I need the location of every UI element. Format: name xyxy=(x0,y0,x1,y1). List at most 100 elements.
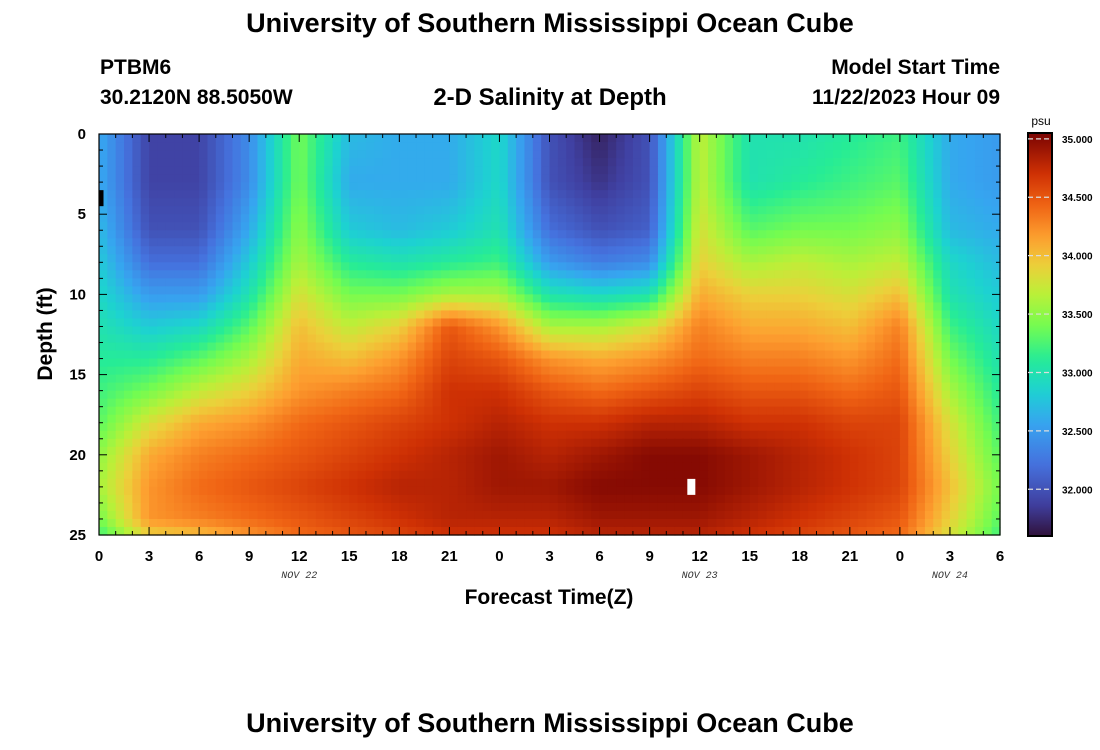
heatmap-cell xyxy=(833,390,843,400)
heatmap-cell xyxy=(541,454,551,464)
heatmap-cell xyxy=(215,318,225,328)
heatmap-cell xyxy=(516,326,526,336)
heatmap-cell xyxy=(340,414,350,424)
heatmap-cell xyxy=(691,470,701,480)
heatmap-cell xyxy=(132,462,142,472)
heatmap-cell xyxy=(232,382,242,392)
heatmap-cell xyxy=(874,350,884,360)
heatmap-cell xyxy=(124,190,133,199)
heatmap-cell xyxy=(866,326,876,336)
heatmap-cell xyxy=(991,134,1001,143)
heatmap-cell xyxy=(232,294,242,304)
heatmap-cell xyxy=(849,486,859,496)
heatmap-cell xyxy=(390,134,400,143)
heatmap-cell xyxy=(724,438,734,448)
heatmap-cell xyxy=(407,166,417,175)
heatmap-cell xyxy=(182,222,192,231)
heatmap-cell xyxy=(199,310,209,320)
heatmap-cell xyxy=(908,238,918,247)
heatmap-cell xyxy=(140,414,150,424)
heatmap-cell xyxy=(557,198,567,207)
heatmap-cell xyxy=(282,318,292,328)
heatmap-cell xyxy=(499,214,509,223)
heatmap-cell xyxy=(666,134,676,143)
heatmap-cell xyxy=(774,134,784,143)
heatmap-cell xyxy=(841,358,851,368)
heatmap-cell xyxy=(724,478,734,488)
heatmap-cell xyxy=(374,238,384,247)
heatmap-cell xyxy=(149,254,158,263)
heatmap-cell xyxy=(833,342,843,352)
heatmap-cell xyxy=(958,334,968,344)
heatmap-cell xyxy=(616,430,626,440)
heatmap-cell xyxy=(332,246,342,255)
heatmap-cell xyxy=(299,398,309,408)
heatmap-cell xyxy=(532,398,542,408)
heatmap-cell xyxy=(532,286,542,295)
heatmap-cell xyxy=(399,182,409,191)
heatmap-cell xyxy=(499,486,509,496)
heatmap-cell xyxy=(632,302,642,312)
heatmap-cell xyxy=(591,262,601,271)
heatmap-cell xyxy=(774,238,784,247)
heatmap-cell xyxy=(599,198,609,207)
heatmap-cell xyxy=(507,214,517,223)
heatmap-cell xyxy=(582,326,592,336)
heatmap-cell xyxy=(682,270,692,279)
heatmap-cell xyxy=(349,398,359,408)
heatmap-cell xyxy=(257,158,267,167)
heatmap-cell xyxy=(833,150,843,159)
heatmap-cell xyxy=(149,214,158,223)
heatmap-cell xyxy=(833,214,843,223)
heatmap-cell xyxy=(399,142,409,151)
heatmap-cell xyxy=(591,462,601,472)
heatmap-cell xyxy=(432,222,442,231)
heatmap-cell xyxy=(532,326,542,336)
heatmap-cell xyxy=(616,366,626,376)
heatmap-cell xyxy=(657,222,667,231)
heatmap-cell xyxy=(874,390,884,400)
heatmap-cell xyxy=(157,414,167,424)
heatmap-cell xyxy=(908,278,918,287)
heatmap-cell xyxy=(858,414,868,424)
heatmap-cell xyxy=(816,166,826,175)
heatmap-cell xyxy=(549,246,559,255)
heatmap-cell xyxy=(382,478,392,488)
heatmap-cell xyxy=(691,238,701,247)
heatmap-cell xyxy=(916,422,926,432)
heatmap-cell xyxy=(532,174,542,183)
heatmap-cell xyxy=(866,430,876,440)
heatmap-cell xyxy=(849,430,859,440)
heatmap-cell xyxy=(958,462,968,472)
heatmap-cell xyxy=(733,222,742,231)
heatmap-cell xyxy=(891,438,901,448)
heatmap-cell xyxy=(274,334,284,344)
heatmap-cell xyxy=(607,214,617,223)
heatmap-cell xyxy=(182,166,192,175)
heatmap-cell xyxy=(132,174,142,183)
heatmap-cell xyxy=(833,302,843,312)
heatmap-cell xyxy=(924,398,934,408)
heatmap-cell xyxy=(532,302,542,312)
heatmap-cell xyxy=(682,414,692,424)
heatmap-cell xyxy=(441,398,450,408)
heatmap-cell xyxy=(824,422,834,432)
heatmap-cell xyxy=(657,150,667,159)
heatmap-cell xyxy=(682,366,692,376)
heatmap-cell xyxy=(749,142,759,151)
heatmap-cell xyxy=(733,190,742,199)
heatmap-cell xyxy=(649,366,659,376)
heatmap-cell xyxy=(699,134,709,143)
heatmap-cell xyxy=(941,446,951,456)
heatmap-cell xyxy=(657,278,667,287)
heatmap-cell xyxy=(157,398,167,408)
heatmap-cell xyxy=(224,494,234,504)
heatmap-cell xyxy=(149,230,158,239)
heatmap-cell xyxy=(265,222,275,231)
heatmap-cell xyxy=(240,230,250,239)
heatmap-cell xyxy=(674,238,684,247)
heatmap-cell xyxy=(758,390,767,400)
heatmap-cell xyxy=(607,254,617,263)
heatmap-cell xyxy=(290,390,300,400)
heatmap-cell xyxy=(891,494,901,504)
